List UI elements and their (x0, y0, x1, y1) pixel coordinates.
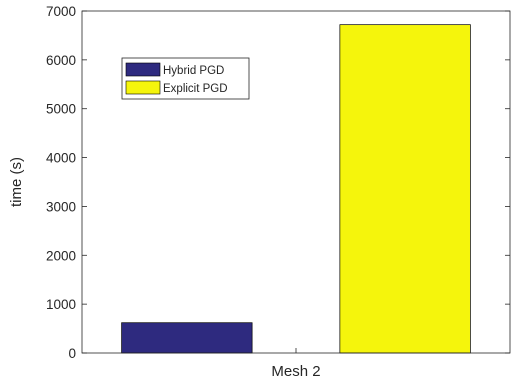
y-axis-ticks: 0 1000 2000 3000 4000 5000 6000 7000 (46, 4, 510, 361)
legend: Hybrid PGD Explicit PGD (121, 57, 250, 100)
legend-label-hybrid-pgd: Hybrid PGD (163, 65, 224, 77)
legend-swatch-hybrid-pgd (125, 62, 161, 77)
legend-label-explicit-pgd: Explicit PGD (163, 83, 228, 95)
bar-explicit-pgd (339, 24, 471, 354)
y-tick-label: 4000 (46, 151, 76, 166)
bars-group (121, 24, 471, 354)
y-tick-label: 6000 (46, 53, 76, 68)
y-tick-label: 0 (68, 346, 76, 361)
bar-hybrid-pgd (121, 322, 253, 354)
y-tick-label: 5000 (46, 102, 76, 117)
y-tick-label: 2000 (46, 248, 76, 263)
legend-swatch-explicit-pgd (125, 80, 161, 95)
y-tick-label: 7000 (46, 4, 76, 19)
y-axis-label: time (s) (8, 157, 25, 207)
x-axis-label: Mesh 2 (271, 363, 320, 380)
y-tick-label: 1000 (46, 297, 76, 312)
y-tick-label: 3000 (46, 199, 76, 214)
